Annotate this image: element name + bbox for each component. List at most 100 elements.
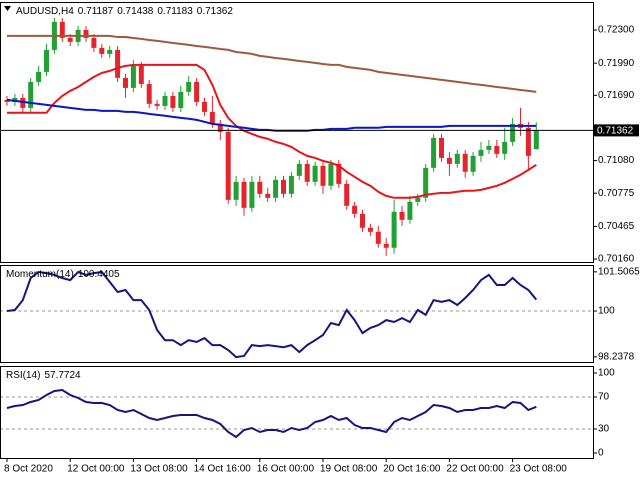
title-name: RSI(14) <box>6 370 40 381</box>
candle-body <box>44 49 49 72</box>
candle-body <box>138 65 144 84</box>
candle-body <box>194 81 200 102</box>
candle-body <box>209 111 215 124</box>
candle-body <box>130 65 136 88</box>
candle-body <box>360 213 365 228</box>
candle-body <box>375 231 381 244</box>
candle-body <box>296 163 302 176</box>
candle-body <box>439 137 444 158</box>
candle-body <box>241 181 247 208</box>
x-tick-label: 14 Oct 16:00 <box>194 464 252 475</box>
collapse-arrow <box>4 6 11 11</box>
candle-body <box>233 181 239 200</box>
moving-average <box>7 34 537 93</box>
y-tick-label: 70 <box>598 392 610 403</box>
title-value: 0.71187 <box>78 6 114 17</box>
candle-body <box>170 95 176 108</box>
y-tick-label: 100 <box>598 368 615 379</box>
moving-average <box>7 63 537 199</box>
title-value: 0.71183 <box>157 6 193 17</box>
y-tick-label: 0.70465 <box>598 221 635 232</box>
indicator-line <box>6 270 538 359</box>
candle-body <box>320 165 326 186</box>
x-tick-label: 22 Oct 00:00 <box>446 464 504 475</box>
candle-body <box>99 47 105 54</box>
candle-body <box>186 81 192 92</box>
candle-body <box>36 71 42 82</box>
x-tick-label: 13 Oct 08:00 <box>130 464 188 475</box>
current-price-label: 0.71362 <box>597 126 634 137</box>
candle-body <box>336 163 342 184</box>
candle-body <box>162 95 168 106</box>
candle-body <box>154 103 160 106</box>
candle-body <box>304 163 310 182</box>
candle-body <box>288 175 294 194</box>
candle-body <box>257 181 263 194</box>
candle-body <box>510 123 516 142</box>
candle-body <box>494 145 500 154</box>
current-price-box <box>594 124 639 137</box>
candle-body <box>423 167 429 198</box>
candle-body <box>115 49 121 78</box>
candle-body <box>91 37 97 48</box>
y-tick-label: 101.5065 <box>598 266 640 277</box>
y-tick-label: 0 <box>598 448 604 459</box>
candle-body <box>407 201 413 220</box>
x-tick-label: 23 Oct 08:00 <box>510 464 568 475</box>
candle-body <box>67 37 73 42</box>
candle-body <box>59 21 65 38</box>
candle-body <box>281 179 286 194</box>
candle-body <box>446 157 452 164</box>
candle-body <box>383 243 389 248</box>
candle-body <box>470 155 476 172</box>
candle-body <box>202 101 207 112</box>
panel-title: Momentum(14) 100.4405 <box>6 269 120 280</box>
x-tick-label: 19 Oct 08:00 <box>320 464 378 475</box>
candle-body <box>328 163 334 186</box>
candle-body <box>217 123 223 132</box>
candle-body <box>454 153 460 164</box>
candle-body <box>225 131 231 200</box>
x-tick-label: 16 Oct 00:00 <box>257 464 315 475</box>
candle-body <box>265 193 271 198</box>
y-tick-label: 0.71990 <box>598 58 635 69</box>
title-value: 57.7724 <box>44 370 81 381</box>
title-value: 100.4405 <box>78 269 120 280</box>
candle-body <box>107 49 113 54</box>
indicator-line <box>6 388 537 439</box>
candle-body <box>415 197 421 202</box>
y-tick-label: 0.71080 <box>598 155 635 166</box>
candle-body <box>273 179 279 198</box>
x-tick-label: 20 Oct 16:00 <box>383 464 441 475</box>
candle-body <box>391 211 397 248</box>
panel-frame <box>0 2 594 263</box>
title-value: 0.71362 <box>197 6 234 17</box>
y-tick-label: 98.2378 <box>598 351 635 362</box>
panel-frame <box>0 366 594 459</box>
y-tick-label: 30 <box>598 424 610 435</box>
x-tick-label: 8 Oct 2020 <box>4 464 53 475</box>
candle-body <box>486 145 492 150</box>
candle-body <box>502 141 508 154</box>
x-tick-label: 12 Oct 00:00 <box>67 464 125 475</box>
candle-body <box>4 99 10 102</box>
candle-body <box>28 81 34 108</box>
y-tick-label: 0.70160 <box>598 254 635 265</box>
candle-body <box>352 205 358 214</box>
candle-body <box>478 149 484 156</box>
candle-body <box>462 153 468 172</box>
title-name: AUDUSD,H4 <box>16 6 74 17</box>
y-tick-label: 0.70775 <box>598 188 635 199</box>
panel-frame <box>0 265 594 363</box>
y-tick-label: 100 <box>598 306 615 317</box>
title-name: Momentum(14) <box>6 269 74 280</box>
y-tick-label: 0.72300 <box>598 25 635 36</box>
candle-body <box>367 227 373 232</box>
panel-title: RSI(14) 57.7724 <box>6 370 81 381</box>
candle-body <box>178 91 184 108</box>
candle-body <box>344 183 350 206</box>
title-value: 0.71438 <box>117 6 154 17</box>
